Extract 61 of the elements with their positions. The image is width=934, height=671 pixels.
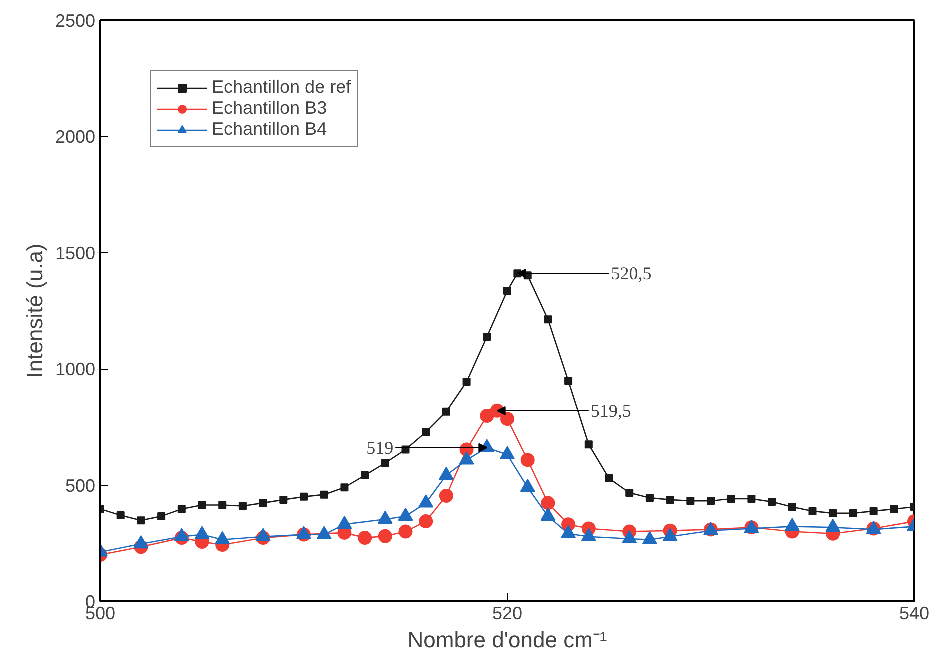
x-axis-title: Nombre d'onde cm⁻¹ (408, 628, 608, 652)
annotation: 520,5 (611, 264, 652, 284)
point (158, 512, 166, 520)
point (381, 459, 390, 468)
legend-label: Echantillon B4 (212, 119, 328, 140)
legend-label: Echantillon de ref (212, 77, 352, 98)
point (280, 496, 288, 504)
point (198, 501, 206, 510)
point (748, 495, 756, 504)
point (218, 501, 227, 510)
point (564, 377, 573, 386)
point (788, 503, 796, 512)
point (480, 409, 494, 424)
point (178, 505, 186, 514)
x-tick-label: 520 (492, 604, 523, 624)
point (137, 516, 146, 525)
point (808, 507, 817, 516)
point (707, 497, 715, 506)
y-tick-label: 1500 (55, 243, 96, 264)
point (442, 408, 450, 416)
point (462, 378, 471, 386)
point (422, 428, 430, 436)
point (727, 495, 736, 504)
legend-label: Echantillon B3 (212, 98, 328, 119)
point (361, 472, 370, 480)
y-tick-label: 2000 (55, 127, 96, 148)
point (584, 440, 593, 449)
point (520, 453, 535, 468)
point (340, 484, 349, 492)
point (541, 496, 556, 510)
point (829, 509, 838, 518)
point (300, 492, 308, 501)
point (544, 316, 552, 324)
point (378, 529, 392, 544)
point (666, 496, 674, 504)
y-axis-title: Intensité (u.a) (22, 244, 48, 378)
point (483, 333, 492, 342)
point (419, 514, 434, 529)
point (870, 507, 878, 516)
point (439, 489, 454, 503)
point (605, 474, 614, 483)
point (504, 287, 512, 296)
point (768, 498, 776, 506)
y-tick-label: 1000 (55, 360, 96, 380)
point (398, 524, 413, 539)
y-tick-label: 2500 (55, 11, 96, 31)
annotation: 519,5 (590, 400, 632, 421)
point (259, 499, 268, 508)
point (646, 494, 654, 502)
point (358, 531, 372, 546)
point (320, 490, 328, 499)
point (849, 509, 858, 518)
point (500, 412, 514, 426)
x-tick-label: 540 (899, 604, 930, 624)
point (116, 512, 125, 520)
point (238, 502, 247, 510)
point (626, 488, 634, 497)
point (890, 505, 898, 514)
annotation: 519 (366, 438, 394, 458)
y-tick-label: 500 (65, 476, 96, 496)
point (686, 497, 695, 506)
